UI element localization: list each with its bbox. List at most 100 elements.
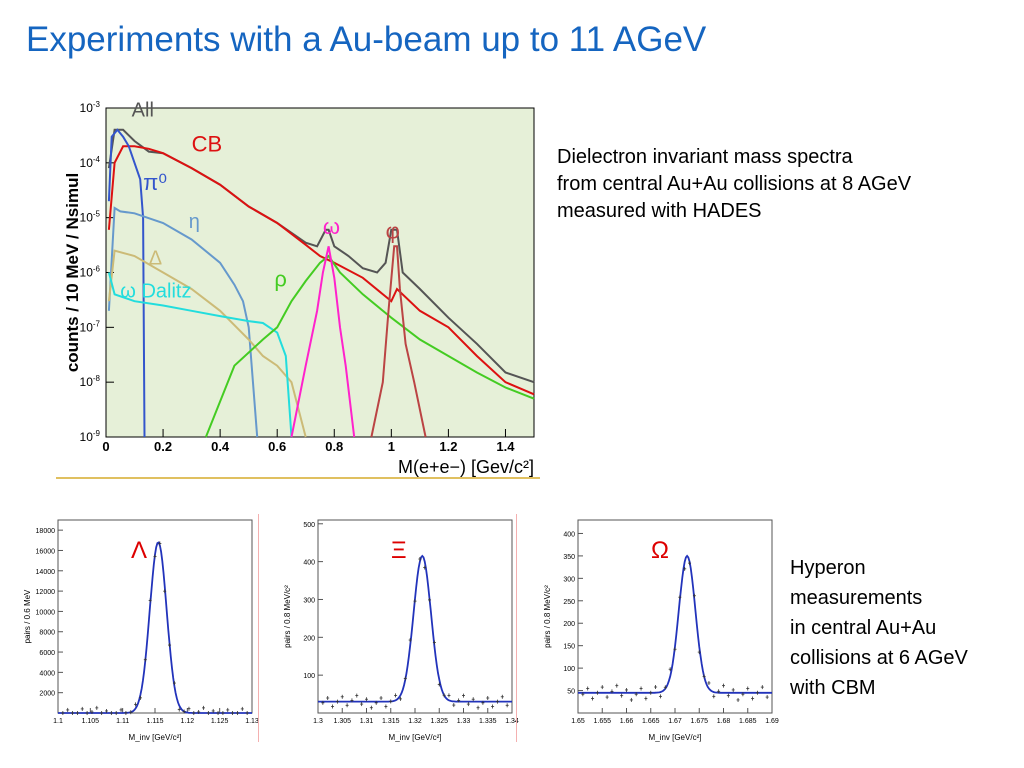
hyperon-label: Λ — [131, 537, 147, 564]
fit-curve — [578, 554, 772, 694]
y-axis-title: pairs / 0.8 MeV/c² — [283, 585, 292, 648]
series-line — [204, 254, 535, 438]
y-tick-label: 14000 — [36, 569, 56, 576]
separator-line — [516, 514, 517, 742]
y-tick-label: 10-7 — [80, 319, 101, 334]
y-tick-label: 2000 — [39, 691, 55, 698]
caption-line: collisions at 6 AGeV — [790, 647, 968, 669]
series-line — [290, 246, 356, 438]
omega-chart: 50 100 150 200 250 300 350 400 1.65 1.655 1.66 1.66… — [543, 519, 779, 742]
series-line — [107, 206, 259, 438]
y-tick-label: 8000 — [39, 630, 55, 637]
x-tick-label: 1.32 — [408, 718, 422, 725]
x-tick-label: 1 — [388, 439, 395, 454]
x-tick-label: 1.2 — [439, 439, 457, 454]
y-tick-label: 400 — [563, 531, 575, 538]
series-label: ω Dalitz — [120, 281, 191, 303]
y-tick-label: 250 — [563, 599, 575, 606]
x-tick-label: 1.335 — [479, 718, 497, 725]
x-tick-label: 1.125 — [211, 718, 229, 725]
y-tick-label: 100 — [303, 673, 315, 680]
plot-frame — [317, 519, 513, 714]
series-label: φ — [386, 218, 400, 243]
x-tick-label: 0 — [102, 439, 109, 454]
series-line — [107, 272, 293, 438]
y-tick-label: 4000 — [39, 670, 55, 677]
x-tick-label: 1.4 — [496, 439, 515, 454]
y-tick-label: 6000 — [39, 650, 55, 657]
x-tick-label: 1.33 — [457, 718, 471, 725]
y-tick-label: 300 — [563, 576, 575, 583]
series-label: π⁰ — [143, 170, 167, 195]
series-line — [107, 128, 146, 438]
y-axis-title: counts / 10 MeV / Nsimul — [63, 173, 82, 372]
fit-curve — [318, 554, 512, 703]
y-tick-label: 10-8 — [80, 374, 101, 389]
caption-line: Hyperon — [790, 557, 866, 579]
x-tick-label: 1.69 — [765, 718, 779, 725]
x-tick-label: 1.685 — [739, 718, 757, 725]
x-tick-label: 1.325 — [430, 718, 448, 725]
lambda-chart: 2000 4000 6000 8000 10000 12000 14000 16000 1800… — [23, 519, 259, 742]
series-label: CB — [192, 132, 223, 157]
x-tick-label: 1.66 — [620, 718, 634, 725]
y-tick-label: 10-6 — [80, 265, 101, 280]
x-tick-label: 1.11 — [116, 718, 129, 725]
plot-frame — [577, 519, 773, 714]
plot-frame — [57, 519, 253, 714]
x-tick-label: 0.4 — [211, 439, 230, 454]
x-axis-title: M(e+e−) [Gev/c²] — [398, 457, 534, 477]
x-axis-title: M_inv [GeV/c²] — [129, 733, 182, 742]
xi-chart: 100 200 300 400 500 1.3 1.305 1.31 1.315 1.32 1.32… — [283, 519, 519, 742]
slide-title: Experiments with a Au-beam up to 11 AGeV — [26, 20, 707, 59]
y-tick-label: 12000 — [36, 589, 56, 596]
x-tick-label: 0.2 — [154, 439, 172, 454]
y-axis-title: pairs / 0.6 MeV — [23, 589, 32, 643]
x-axis-title: M_inv [GeV/c²] — [649, 733, 702, 742]
y-tick-label: 10-5 — [80, 210, 101, 225]
caption-line: with CBM — [790, 677, 876, 699]
y-tick-label: 10-4 — [80, 155, 101, 170]
y-tick-label: 18000 — [36, 528, 56, 535]
y-tick-label: 500 — [303, 522, 315, 529]
dielectron-caption: Dielectron invariant mass spectra from c… — [557, 144, 911, 225]
x-tick-label: 1.115 — [147, 718, 164, 725]
y-tick-label: 100 — [563, 666, 575, 673]
series-line — [107, 249, 307, 438]
x-tick-label: 1.3 — [313, 718, 323, 725]
y-tick-label: 16000 — [36, 548, 56, 555]
x-tick-label: 1.675 — [690, 718, 708, 725]
series-line — [107, 145, 535, 396]
y-tick-label: 200 — [563, 621, 575, 628]
y-tick-label: 200 — [303, 635, 315, 642]
plot-area — [105, 107, 535, 438]
x-tick-label: 1.315 — [382, 718, 400, 725]
x-tick-label: 0.6 — [268, 439, 286, 454]
y-tick-label: 400 — [303, 560, 315, 567]
series-line — [370, 245, 427, 438]
dielectron-chart: 10-3 10-4 10-5 10-6 10-7 10-8 10-90 0.2 0.4 0.6 0.… — [56, 100, 540, 480]
x-tick-label: 1.655 — [593, 718, 611, 725]
x-axis-title: M_inv [GeV/c²] — [389, 733, 442, 742]
x-tick-label: 1.65 — [571, 718, 585, 725]
hyperon-caption: Hyperon measurements in central Au+Au co… — [790, 553, 968, 703]
x-tick-label: 1.34 — [505, 718, 519, 725]
y-tick-label: 350 — [563, 554, 575, 561]
y-tick-label: 150 — [563, 644, 575, 651]
y-axis-title: pairs / 0.8 MeV/c² — [543, 585, 552, 648]
x-tick-label: 1.1 — [53, 718, 63, 725]
fit-curve — [58, 541, 252, 714]
series-label: All — [132, 100, 154, 121]
y-tick-label: 10-3 — [80, 100, 101, 115]
caption-line: measurements — [790, 587, 923, 609]
hyperon-label: Ξ — [391, 537, 407, 564]
hyperon-label: Ω — [651, 537, 669, 564]
y-tick-label: 50 — [567, 689, 575, 696]
y-tick-label: 10000 — [36, 609, 56, 616]
series-label: ω — [323, 214, 340, 239]
caption-line: measured with HADES — [557, 200, 762, 222]
x-tick-label: 1.305 — [333, 718, 351, 725]
y-tick-label: 10-9 — [80, 429, 101, 444]
x-tick-label: 1.105 — [82, 718, 100, 725]
series-label: η — [189, 211, 200, 233]
